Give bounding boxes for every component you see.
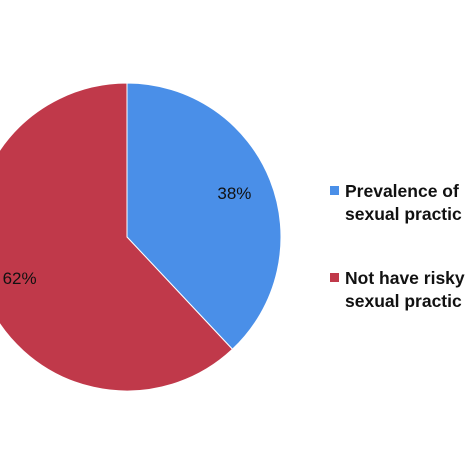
legend-swatch: [330, 186, 339, 195]
pie-slice: [126, 82, 282, 350]
pie-slice: [0, 82, 234, 392]
data-label: 38%: [217, 184, 251, 203]
legend-swatch: [330, 273, 339, 282]
legend-item: Not have risky sexual practic: [330, 267, 474, 317]
legend-label: Prevalence of sexual practic: [345, 181, 462, 224]
legend-label: Not have risky sexual practic: [345, 268, 465, 311]
legend-item: Prevalence of sexual practic: [330, 180, 474, 230]
data-label: 62%: [3, 269, 37, 288]
